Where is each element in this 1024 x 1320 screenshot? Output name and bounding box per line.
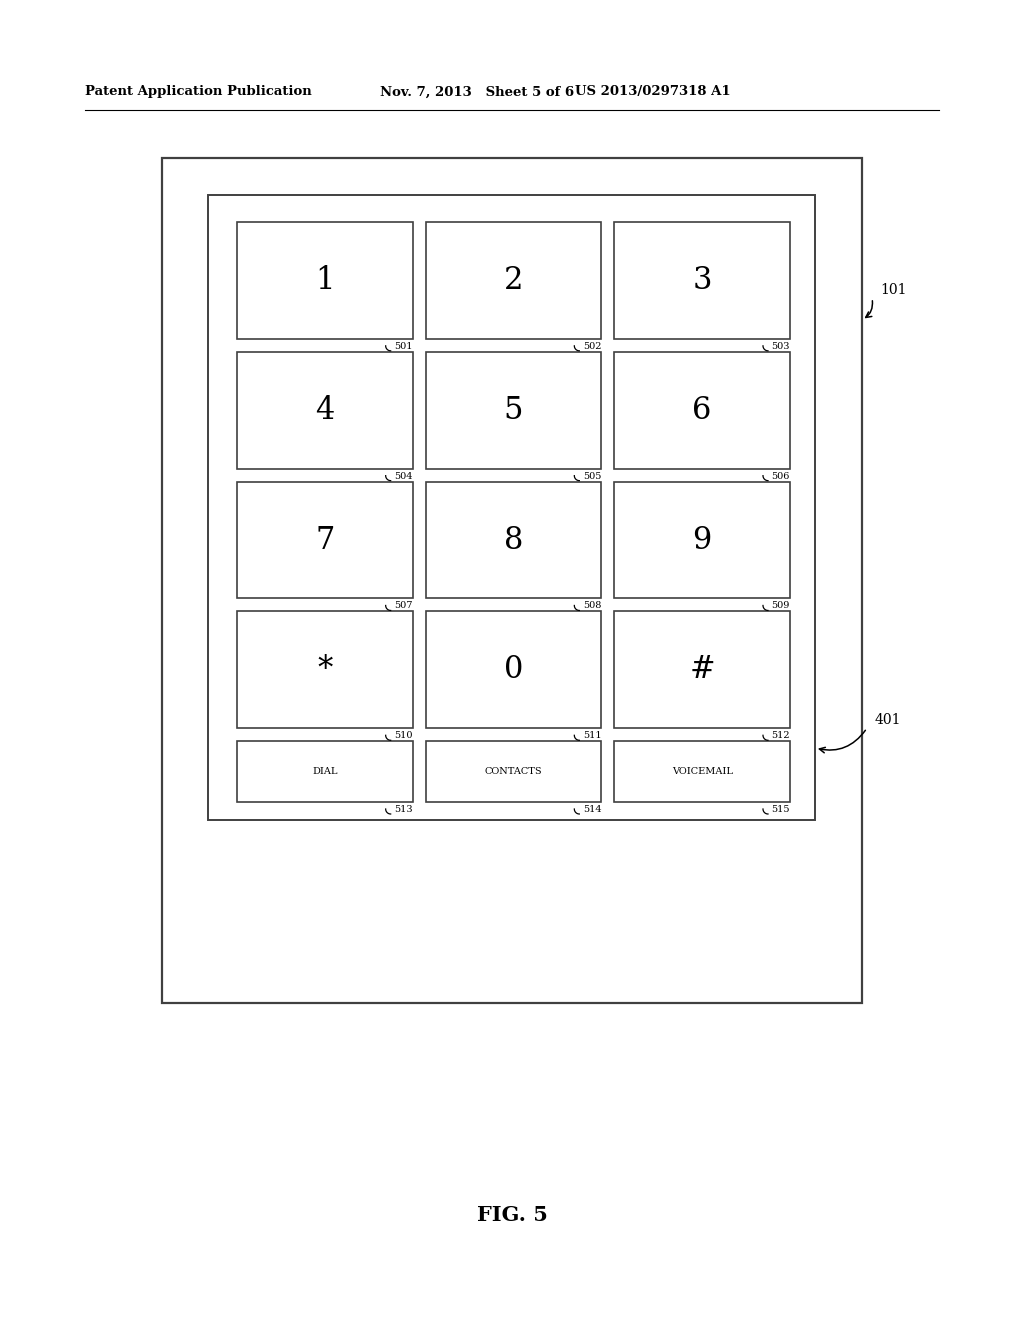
Text: 401: 401 (874, 713, 901, 727)
Bar (426, 742, 601, 803)
Text: CONTACTS: CONTACTS (484, 767, 543, 776)
Bar (237, 611, 413, 729)
Text: 509: 509 (772, 602, 790, 610)
Text: 508: 508 (583, 602, 601, 610)
Text: 503: 503 (771, 342, 790, 351)
Bar (426, 352, 601, 469)
Bar (426, 222, 601, 339)
Bar (237, 222, 413, 339)
Text: 514: 514 (583, 805, 601, 814)
Text: 505: 505 (583, 471, 601, 480)
Bar (237, 742, 413, 803)
Bar (614, 482, 790, 598)
Text: 506: 506 (772, 471, 790, 480)
Text: 0: 0 (504, 655, 523, 685)
Text: 513: 513 (394, 805, 413, 814)
Bar (426, 482, 601, 598)
Text: 507: 507 (394, 602, 413, 610)
Text: 101: 101 (880, 282, 906, 297)
Text: DIAL: DIAL (312, 767, 338, 776)
Text: 515: 515 (771, 805, 790, 814)
Text: 512: 512 (771, 731, 790, 741)
Text: 501: 501 (394, 342, 413, 351)
Text: 502: 502 (583, 342, 601, 351)
Text: 8: 8 (504, 524, 523, 556)
Text: 4: 4 (315, 395, 335, 426)
Text: *: * (317, 655, 333, 685)
Bar (426, 611, 601, 729)
Text: 9: 9 (692, 524, 712, 556)
Text: #: # (689, 655, 715, 685)
Text: 3: 3 (692, 265, 712, 296)
Bar (237, 482, 413, 598)
Text: 6: 6 (692, 395, 712, 426)
Bar (614, 222, 790, 339)
Text: 5: 5 (504, 395, 523, 426)
Text: 510: 510 (394, 731, 413, 741)
Bar (614, 611, 790, 729)
Text: VOICEMAIL: VOICEMAIL (672, 767, 732, 776)
Text: US 2013/0297318 A1: US 2013/0297318 A1 (575, 86, 731, 99)
Bar (614, 352, 790, 469)
Bar (237, 352, 413, 469)
Text: 7: 7 (315, 524, 335, 556)
Bar (614, 742, 790, 803)
Text: Nov. 7, 2013   Sheet 5 of 6: Nov. 7, 2013 Sheet 5 of 6 (380, 86, 574, 99)
Bar (208, 195, 815, 820)
Text: Patent Application Publication: Patent Application Publication (85, 86, 311, 99)
Text: 1: 1 (315, 265, 335, 296)
Text: FIG. 5: FIG. 5 (476, 1205, 548, 1225)
Text: 2: 2 (504, 265, 523, 296)
Bar (162, 158, 862, 1003)
Text: 511: 511 (583, 731, 601, 741)
Text: 504: 504 (394, 471, 413, 480)
